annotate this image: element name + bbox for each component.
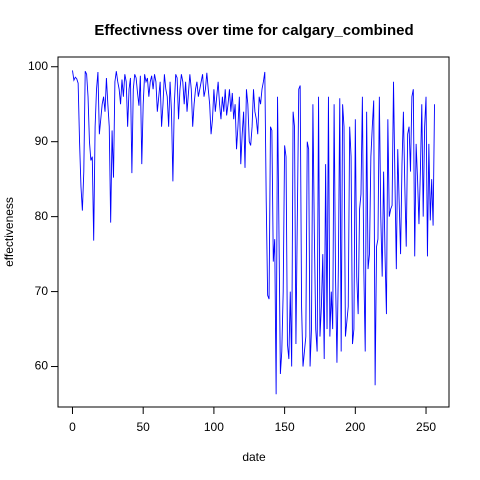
y-axis-label: effectiveness (2, 197, 16, 267)
y-tick-label: 90 (35, 134, 49, 148)
x-tick-label: 100 (204, 420, 224, 434)
plot-frame (57, 56, 450, 408)
y-tick-label: 60 (35, 359, 49, 373)
x-tick-label: 50 (137, 420, 151, 434)
x-tick-label: 200 (345, 420, 365, 434)
y-tick-label: 100 (28, 59, 48, 73)
y-tick-label: 70 (35, 284, 49, 298)
x-axis-label: date (242, 450, 266, 464)
x-tick-label: 0 (69, 420, 76, 434)
x-tick-label: 250 (416, 420, 436, 434)
x-tick-label: 150 (275, 420, 295, 434)
chart-title: Effectivness over time for calgary_combi… (94, 22, 413, 39)
y-tick-label: 80 (35, 209, 49, 223)
data-line (72, 70, 435, 395)
